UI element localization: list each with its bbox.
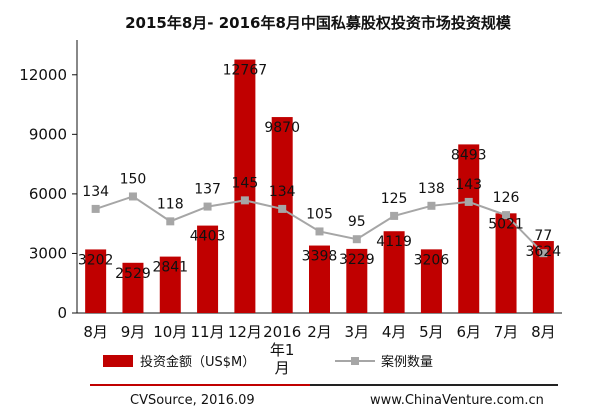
line-value-label: 150 <box>120 171 147 187</box>
x-tick-label: 12月 <box>228 323 262 341</box>
x-tick-label: 年1 <box>270 341 295 359</box>
line-value-label: 143 <box>455 177 482 193</box>
bar <box>122 262 144 313</box>
footer: CVSource, 2016.09 www.ChinaVenture.com.c… <box>90 384 558 408</box>
y-tick-label: 0 <box>57 304 67 322</box>
bar <box>271 117 293 313</box>
bar <box>458 144 480 313</box>
bar <box>420 249 442 313</box>
bar <box>383 231 405 313</box>
line-point <box>166 217 175 226</box>
bar <box>159 256 181 313</box>
line-point <box>315 227 324 236</box>
bar <box>532 241 554 313</box>
line-point <box>91 204 100 213</box>
x-tick-label: 2月 <box>307 323 332 341</box>
line-point <box>240 196 249 205</box>
line-value-label: 137 <box>194 182 221 198</box>
legend-bar-label: 投资金额（US$M） <box>140 354 255 370</box>
footer-website: www.ChinaVenture.com.cn <box>370 393 544 408</box>
line-value-label: 126 <box>493 190 520 206</box>
line-value-label: 134 <box>82 184 109 200</box>
bar-value-label: 8493 <box>451 147 487 163</box>
x-tick-label: 4月 <box>382 323 407 341</box>
x-tick-label: 8月 <box>531 323 556 341</box>
bar-value-label: 5021 <box>488 216 524 232</box>
line-value-label: 105 <box>306 206 333 222</box>
bar <box>346 248 368 313</box>
bar-value-label: 3206 <box>414 252 450 268</box>
bar-value-label: 3202 <box>78 252 114 268</box>
line-point <box>502 211 511 220</box>
x-tick-label: 9月 <box>121 323 146 341</box>
y-tick-label: 3000 <box>29 244 67 262</box>
x-tick-label: 6月 <box>456 323 481 341</box>
line-point <box>390 211 399 220</box>
x-tick-label: 7月 <box>494 323 519 341</box>
bar-value-label: 4403 <box>190 229 226 245</box>
line-point <box>539 249 548 258</box>
line-value-label: 145 <box>232 175 259 191</box>
bar-value-label: 9870 <box>264 120 300 136</box>
bar-value-label: 2529 <box>115 266 151 282</box>
bar-value-label: 12767 <box>223 63 268 79</box>
line-point <box>464 197 473 206</box>
line-series <box>91 192 548 258</box>
x-tick-label: 11月 <box>191 323 225 341</box>
bar-value-label: 3398 <box>302 249 338 265</box>
x-tick-label: 8月 <box>83 323 108 341</box>
bar <box>85 249 107 313</box>
line-value-label: 77 <box>534 228 552 244</box>
legend-bar-swatch <box>103 355 133 367</box>
x-tick-label: 5月 <box>419 323 444 341</box>
legend-line-marker <box>351 357 359 365</box>
line-value-label: 138 <box>418 181 445 197</box>
line-value-label: 95 <box>348 214 366 230</box>
x-tick-label: 10月 <box>153 323 187 341</box>
line-value-label: 134 <box>269 184 296 200</box>
line-point <box>278 204 287 213</box>
x-tick-label: 2016 <box>263 323 301 341</box>
chart-title: 2015年8月- 2016年8月中国私募股权投资市场投资规模 <box>125 14 512 32</box>
bar-series <box>85 59 554 313</box>
y-tick-label: 12000 <box>19 66 67 84</box>
bar-value-label: 3229 <box>339 252 375 268</box>
bar-value-label: 3624 <box>526 244 562 260</box>
bar <box>309 245 330 313</box>
line-value-label: 125 <box>381 191 408 207</box>
line-point <box>203 202 212 211</box>
bar-value-label: 2841 <box>152 260 188 276</box>
line-point <box>352 235 361 244</box>
footer-source: CVSource, 2016.09 <box>130 393 255 408</box>
y-tick-label: 6000 <box>29 185 67 203</box>
bar <box>197 225 219 313</box>
legend-line-label: 案例数量 <box>381 355 433 370</box>
x-tick-label: 月 <box>275 359 290 377</box>
line-point <box>128 192 137 201</box>
line-value-label: 118 <box>157 196 184 212</box>
line-point <box>427 201 436 210</box>
bar <box>234 59 256 313</box>
x-tick-label: 3月 <box>345 323 370 341</box>
legend: 投资金额（US$M） 案例数量 <box>103 354 433 370</box>
bar <box>495 213 517 313</box>
bar-value-label: 4119 <box>376 234 412 250</box>
y-tick-label: 9000 <box>29 125 67 143</box>
